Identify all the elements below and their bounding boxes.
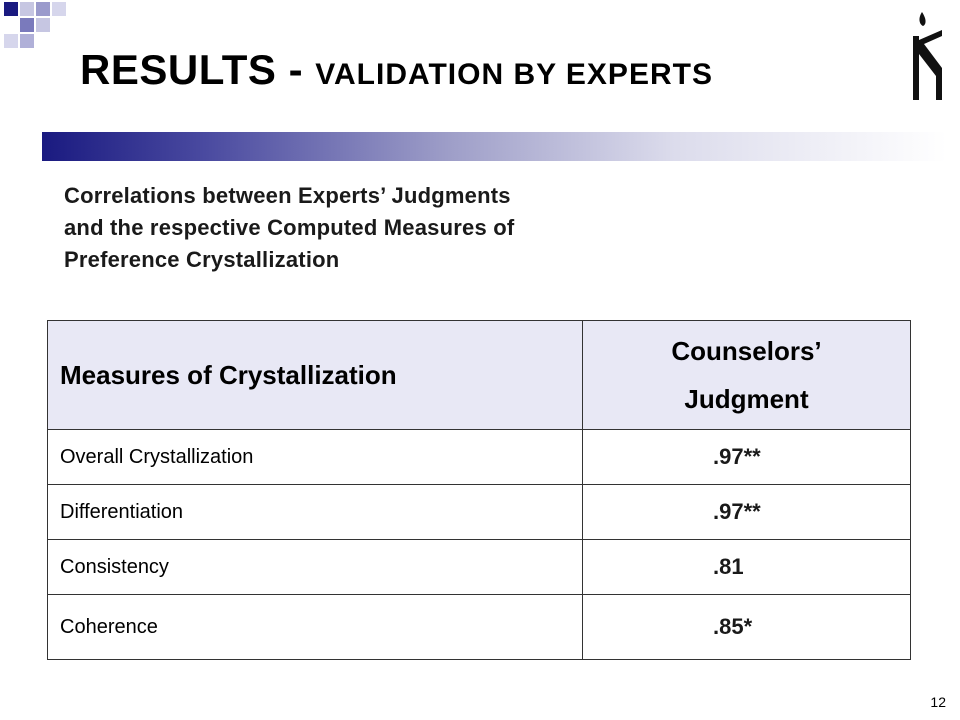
page-number: 12 [930, 694, 946, 710]
title-main: RESULTS - [80, 46, 316, 93]
table-row: Overall Crystallization .97** [47, 429, 911, 485]
correlation-value: .97** [582, 429, 911, 485]
correlation-value: .97** [582, 484, 911, 540]
title-sub: VALIDATION BY EXPERTS [315, 58, 713, 91]
subtitle-line: and the respective Computed Measures of [64, 215, 515, 240]
subtitle-line: Correlations between Experts’ Judgments [64, 183, 511, 208]
subtitle-line: Preference Crystallization [64, 247, 340, 272]
measure-name: Consistency [47, 539, 583, 595]
correlation-value: .85* [582, 594, 911, 660]
header-counselors-judgment: Counselors’ Judgment [582, 320, 911, 430]
table-row: Differentiation .97** [47, 484, 911, 540]
corner-squares-decoration [4, 2, 66, 48]
correlations-table: Measures of Crystallization Counselors’ … [47, 320, 911, 660]
header-measures: Measures of Crystallization [47, 320, 583, 430]
measure-name: Coherence [47, 594, 583, 660]
table-row: Coherence .85* [47, 594, 911, 660]
measure-name: Differentiation [47, 484, 583, 540]
title-underline-bar [42, 132, 947, 161]
correlation-value: .81 [582, 539, 911, 595]
header-line: Judgment [684, 384, 809, 414]
header-line: Counselors’ [671, 336, 822, 366]
measure-name: Overall Crystallization [47, 429, 583, 485]
table-header-row: Measures of Crystallization Counselors’ … [47, 320, 911, 430]
slide-subtitle: Correlations between Experts’ Judgments … [64, 180, 764, 276]
slide-title: RESULTS - VALIDATION BY EXPERTS [80, 46, 713, 94]
table-row: Consistency .81 [47, 539, 911, 595]
logo-icon [913, 12, 942, 100]
